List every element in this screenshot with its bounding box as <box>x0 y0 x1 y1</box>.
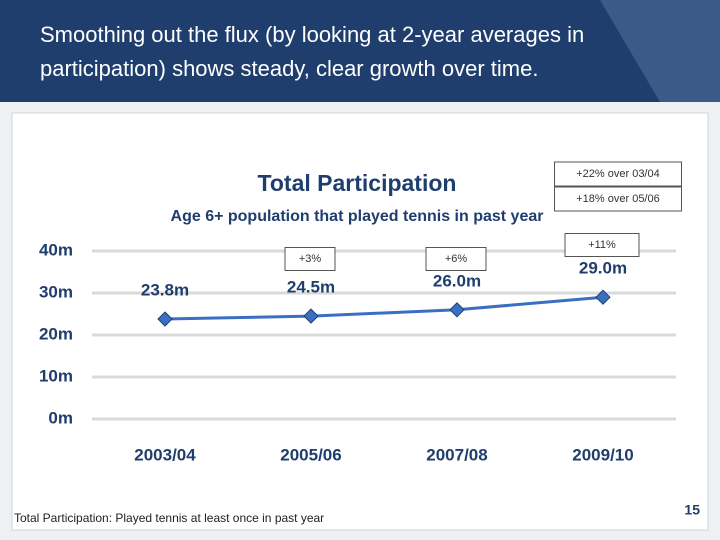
data-point <box>595 289 611 305</box>
x-tick-label: 2009/10 <box>572 445 633 464</box>
y-tick-label: 0m <box>48 408 73 427</box>
chart-subtitle: Age 6+ population that played tennis in … <box>171 208 544 225</box>
y-tick-label: 40m <box>39 240 73 259</box>
summary-label: +18% over 05/06 <box>576 193 659 205</box>
y-tick-label: 30m <box>39 282 73 301</box>
change-label-box <box>425 247 487 271</box>
change-label: +6% <box>445 253 468 265</box>
heading-line: participation) shows steady, clear growt… <box>40 56 538 81</box>
y-tick-label: 20m <box>39 324 73 343</box>
y-tick-label: 10m <box>39 366 73 385</box>
chart-title: Total Participation <box>258 170 457 196</box>
data-point <box>157 311 173 327</box>
x-tick-label: 2003/04 <box>134 445 196 464</box>
header-band <box>0 0 720 102</box>
summary-label: +22% over 03/04 <box>576 168 659 180</box>
data-point <box>303 308 319 324</box>
change-label-box <box>564 233 640 257</box>
change-label-box <box>284 247 336 271</box>
change-label: +3% <box>299 253 322 265</box>
data-label: 26.0m <box>433 271 481 290</box>
data-label: 23.8m <box>141 281 189 300</box>
data-point <box>449 302 465 318</box>
page-number: 15 <box>684 502 700 518</box>
summary-label-box <box>554 161 682 187</box>
footnote: Total Participation: Played tennis at le… <box>14 511 324 525</box>
change-label: +11% <box>588 239 616 251</box>
summary-label-box <box>554 186 682 212</box>
data-label: 24.5m <box>287 278 335 297</box>
x-tick-label: 2007/08 <box>426 445 487 464</box>
data-label: 29.0m <box>579 259 627 278</box>
series-line <box>164 295 604 321</box>
heading-line: Smoothing out the flux (by looking at 2-… <box>40 22 584 47</box>
x-tick-label: 2005/06 <box>280 445 341 464</box>
header-accent <box>600 0 720 102</box>
